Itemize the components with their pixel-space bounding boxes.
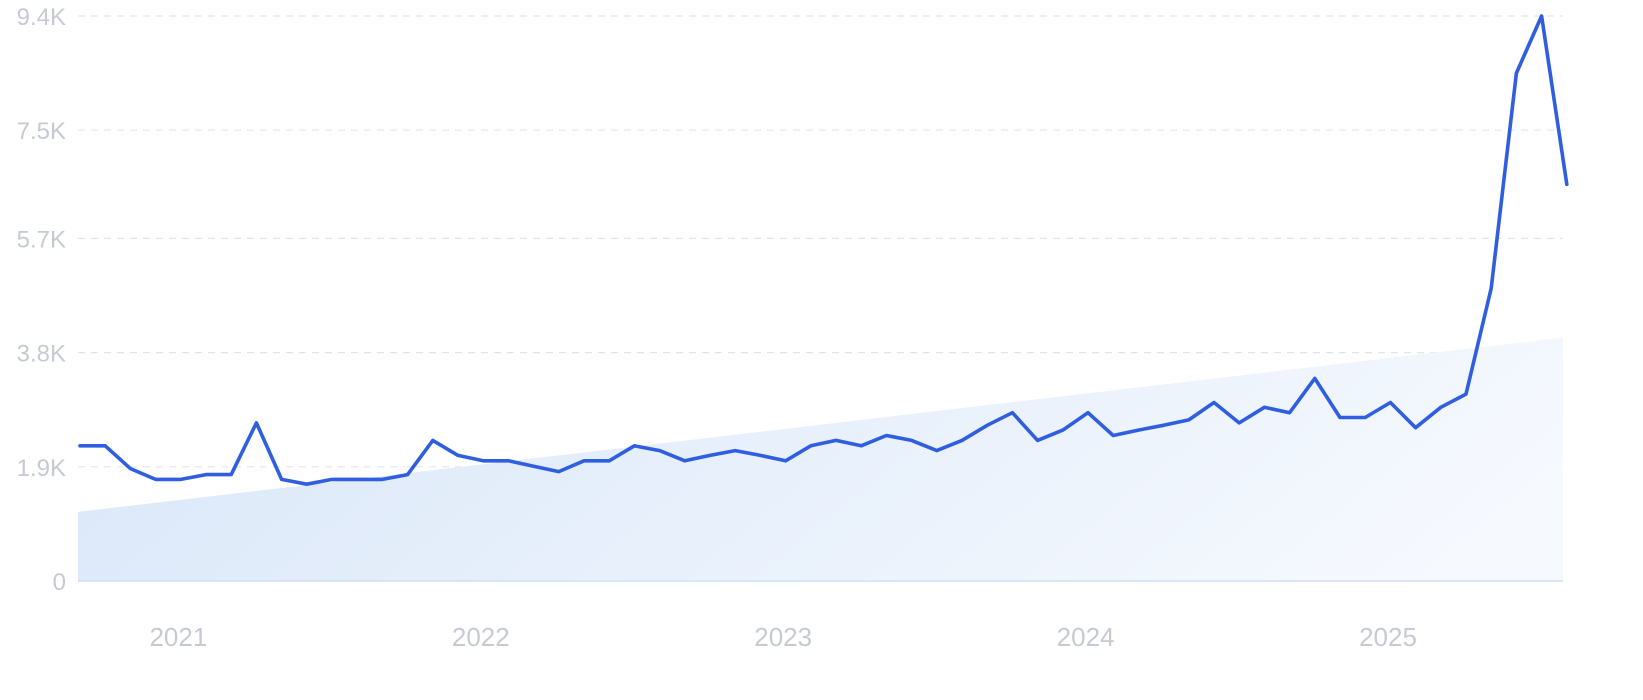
y-tick-label: 3.8K xyxy=(17,341,66,368)
trend-area xyxy=(78,337,1563,581)
y-tick-label: 1.9K xyxy=(17,455,66,482)
y-tick-label: 0 xyxy=(53,569,66,596)
x-axis-ticks: 2021 2022 2023 2024 2025 xyxy=(149,622,1416,652)
x-tick-label: 2024 xyxy=(1057,622,1115,652)
x-tick-label: 2025 xyxy=(1359,622,1417,652)
x-tick-label: 2021 xyxy=(149,622,207,652)
x-tick-label: 2023 xyxy=(754,622,812,652)
y-tick-label: 7.5K xyxy=(17,118,66,145)
series-line xyxy=(78,14,1569,486)
x-tick-label: 2022 xyxy=(452,622,510,652)
y-tick-label: 9.4K xyxy=(17,4,66,31)
y-tick-label: 5.7K xyxy=(17,226,66,253)
y-axis-ticks: 0 1.9K 3.8K 5.7K 7.5K 9.4K xyxy=(17,4,66,596)
